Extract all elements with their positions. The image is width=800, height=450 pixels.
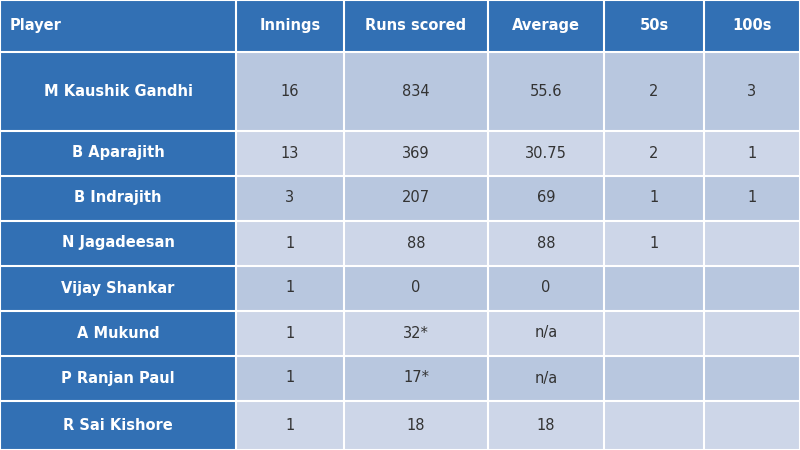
Text: 1: 1 — [650, 235, 658, 251]
Text: 16: 16 — [281, 84, 299, 99]
Text: 207: 207 — [402, 190, 430, 206]
Text: 88: 88 — [537, 235, 555, 251]
Bar — [704, 130, 800, 176]
Bar — [704, 52, 800, 130]
Text: 88: 88 — [406, 235, 426, 251]
Bar — [344, 130, 488, 176]
Text: 1: 1 — [747, 190, 757, 206]
Text: 369: 369 — [402, 145, 430, 161]
Bar — [604, 130, 704, 176]
Bar — [344, 0, 488, 52]
Bar — [604, 220, 704, 266]
Bar — [236, 266, 344, 310]
Bar — [0, 356, 236, 400]
Bar — [704, 0, 800, 52]
Text: 18: 18 — [406, 418, 426, 433]
Text: 1: 1 — [747, 145, 757, 161]
Bar — [604, 266, 704, 310]
Bar — [0, 220, 236, 266]
Bar — [236, 220, 344, 266]
Text: 55.6: 55.6 — [530, 84, 562, 99]
Text: 3: 3 — [747, 84, 757, 99]
Text: Player: Player — [10, 18, 62, 33]
Bar — [344, 266, 488, 310]
Bar — [488, 356, 604, 400]
Bar — [604, 310, 704, 356]
Bar — [604, 52, 704, 130]
Text: B Aparajith: B Aparajith — [72, 145, 164, 161]
Bar — [344, 356, 488, 400]
Bar — [344, 52, 488, 130]
Text: 100s: 100s — [732, 18, 772, 33]
Bar — [488, 220, 604, 266]
Bar — [704, 220, 800, 266]
Bar — [236, 176, 344, 220]
Bar — [488, 130, 604, 176]
Bar — [704, 266, 800, 310]
Text: 17*: 17* — [403, 370, 429, 386]
Bar — [488, 176, 604, 220]
Bar — [604, 176, 704, 220]
Text: 2: 2 — [650, 84, 658, 99]
Text: 50s: 50s — [639, 18, 669, 33]
Text: Average: Average — [512, 18, 580, 33]
Text: N Jagadeesan: N Jagadeesan — [62, 235, 174, 251]
Bar — [0, 266, 236, 310]
Bar — [0, 52, 236, 130]
Text: 1: 1 — [286, 280, 294, 296]
Text: 1: 1 — [286, 325, 294, 341]
Text: Vijay Shankar: Vijay Shankar — [62, 280, 174, 296]
Bar — [0, 130, 236, 176]
Bar — [488, 266, 604, 310]
Bar — [0, 400, 236, 450]
Text: 1: 1 — [650, 190, 658, 206]
Bar — [344, 176, 488, 220]
Bar — [236, 400, 344, 450]
Text: n/a: n/a — [534, 370, 558, 386]
Text: 13: 13 — [281, 145, 299, 161]
Bar — [604, 356, 704, 400]
Bar — [488, 310, 604, 356]
Text: 834: 834 — [402, 84, 430, 99]
Bar — [604, 0, 704, 52]
Bar — [236, 310, 344, 356]
Text: P Ranjan Paul: P Ranjan Paul — [61, 370, 175, 386]
Text: Innings: Innings — [259, 18, 321, 33]
Text: 2: 2 — [650, 145, 658, 161]
Text: 0: 0 — [411, 280, 421, 296]
Bar — [344, 310, 488, 356]
Bar — [236, 130, 344, 176]
Text: 3: 3 — [286, 190, 294, 206]
Text: 18: 18 — [537, 418, 555, 433]
Text: 1: 1 — [286, 370, 294, 386]
Bar — [236, 0, 344, 52]
Bar — [488, 400, 604, 450]
Bar — [488, 52, 604, 130]
Text: 69: 69 — [537, 190, 555, 206]
Bar — [704, 310, 800, 356]
Text: 0: 0 — [542, 280, 550, 296]
Bar — [704, 400, 800, 450]
Text: n/a: n/a — [534, 325, 558, 341]
Bar — [704, 176, 800, 220]
Bar — [236, 52, 344, 130]
Bar — [488, 0, 604, 52]
Bar — [344, 220, 488, 266]
Text: 30.75: 30.75 — [525, 145, 567, 161]
Bar — [0, 0, 236, 52]
Bar — [604, 400, 704, 450]
Bar — [0, 176, 236, 220]
Bar — [0, 310, 236, 356]
Text: A Mukund: A Mukund — [77, 325, 159, 341]
Text: Runs scored: Runs scored — [366, 18, 466, 33]
Bar — [344, 400, 488, 450]
Text: B Indrajith: B Indrajith — [74, 190, 162, 206]
Bar — [236, 356, 344, 400]
Text: M Kaushik Gandhi: M Kaushik Gandhi — [43, 84, 193, 99]
Text: R Sai Kishore: R Sai Kishore — [63, 418, 173, 433]
Bar — [704, 356, 800, 400]
Text: 32*: 32* — [403, 325, 429, 341]
Text: 1: 1 — [286, 418, 294, 433]
Text: 1: 1 — [286, 235, 294, 251]
